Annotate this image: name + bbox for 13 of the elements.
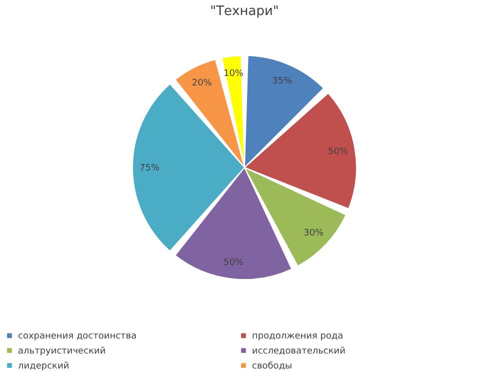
legend-label: исследовательский	[252, 346, 346, 356]
data-label: 50%	[223, 258, 244, 268]
data-label: 30%	[304, 228, 324, 239]
legend-label: продолжения рода	[252, 332, 344, 342]
data-label: 35%	[272, 76, 293, 86]
data-label: 50%	[328, 147, 348, 158]
legend-label: сохранения достоинства	[18, 332, 137, 342]
legend-label: свободы	[252, 362, 292, 372]
chart-title: "Технари"	[210, 4, 279, 19]
legend-label: альтруистический	[18, 346, 106, 356]
data-label: 20%	[192, 78, 212, 89]
data-label: 75%	[139, 164, 160, 174]
legend-label: лидерский	[18, 362, 70, 372]
